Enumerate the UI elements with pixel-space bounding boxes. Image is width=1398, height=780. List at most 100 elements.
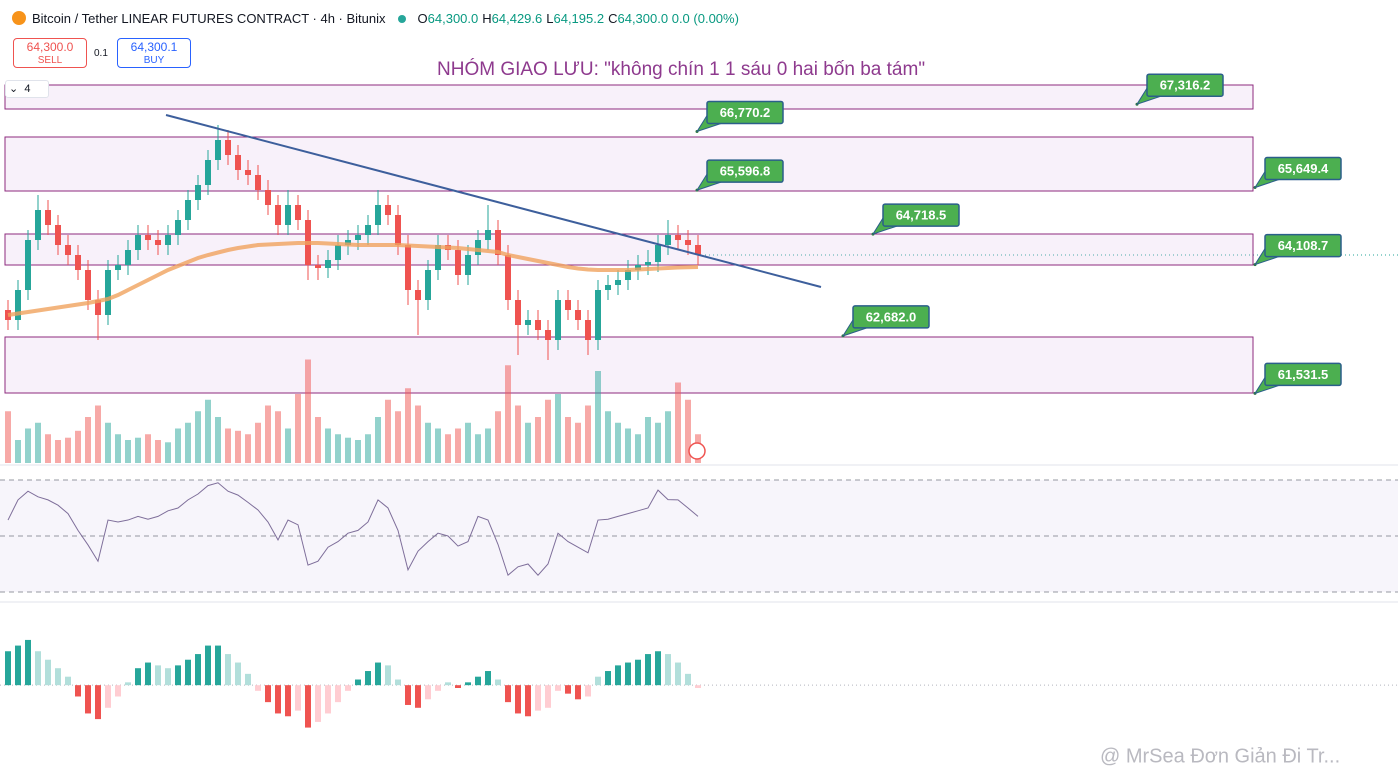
candle-body [45, 210, 51, 225]
label-box [882, 203, 960, 227]
volume-bar [15, 440, 21, 463]
macd-bar [165, 668, 171, 686]
sell-button[interactable]: 64,300.0 SELL [13, 38, 87, 68]
ohlc-value: 64,429.6 [491, 11, 543, 26]
volume-bar [545, 399, 551, 463]
candle-body [375, 205, 381, 225]
zone [4, 233, 1254, 266]
annotation: NHÓM GIAO LƯU: "không chín 1 1 sáu 0 hai… [437, 58, 925, 80]
volume-bar [235, 430, 241, 463]
trendline [165, 114, 822, 288]
volume-bar [185, 422, 191, 463]
candle-body [495, 230, 501, 255]
volume-bar [65, 437, 71, 463]
candle-body [235, 155, 241, 170]
candle-body [15, 290, 21, 320]
macd-bar [105, 685, 111, 708]
macd-bar [395, 679, 401, 686]
candle-body [605, 285, 611, 290]
label-box [1264, 233, 1342, 258]
macd-bar [385, 665, 391, 686]
rsi-line [7, 482, 699, 577]
volume-bar [365, 434, 371, 463]
volume-bar [105, 422, 111, 463]
candle-body [355, 235, 361, 240]
macd-bar [645, 654, 651, 686]
macd-bar [605, 671, 611, 686]
candle-body [25, 240, 31, 290]
zone [4, 136, 1254, 192]
macd-bar [475, 676, 481, 686]
indicator-toggle[interactable]: ⌄ 4 [5, 80, 49, 98]
volume-bar [375, 417, 381, 463]
price-label: 65,649.4 [1278, 161, 1329, 176]
volume-bar [425, 422, 431, 463]
candle-body [425, 270, 431, 300]
coin-icon [12, 11, 26, 25]
volume-bar [495, 411, 501, 463]
price-label: 61,531.5 [1278, 367, 1329, 382]
volume-bar [195, 411, 201, 463]
candle-body [685, 240, 691, 245]
macd-bar [175, 665, 181, 686]
price-label: 62,682.0 [866, 309, 917, 324]
volume-bar [75, 430, 81, 463]
quantity: 0.1 [94, 48, 108, 59]
macd-bar [155, 665, 161, 686]
macd-bar [25, 639, 31, 686]
volume-bar [525, 422, 531, 463]
macd-bar [275, 685, 281, 714]
zone [4, 84, 1254, 110]
macd-bar [225, 654, 231, 686]
volume-bar [175, 428, 181, 463]
candle-body [205, 160, 211, 185]
candle-body [405, 245, 411, 290]
ohlc-key: H [482, 11, 492, 26]
candle-body [185, 200, 191, 220]
macd-bar [515, 685, 521, 714]
change: 0.0 (0.00%) [671, 11, 739, 26]
candle-body [105, 270, 111, 315]
volume-bar [515, 405, 521, 463]
volume-bar [215, 417, 221, 463]
volume-bar [255, 422, 261, 463]
candle-body [585, 320, 591, 340]
volume-bar [225, 428, 231, 463]
buy-label: BUY [143, 55, 165, 66]
macd-bar [305, 685, 311, 728]
watermark: @ MrSea Đơn Giản Đi Tr... [1100, 745, 1340, 767]
volume-bar [645, 417, 651, 463]
macd-bar [335, 685, 341, 703]
volume-bar [45, 434, 51, 463]
volume-bar [555, 394, 561, 463]
volume-bar [125, 440, 131, 463]
macd-bar [505, 685, 511, 703]
volume-bar [145, 434, 151, 463]
volume-bar [315, 417, 321, 463]
label-box [852, 305, 930, 329]
macd-bar [365, 671, 371, 686]
price-label: 65,596.8 [720, 164, 771, 179]
candle-body [365, 225, 371, 235]
macd-bar [435, 685, 441, 691]
macd-bar [315, 685, 321, 722]
buy-button[interactable]: 64,300.1 BUY [117, 38, 191, 68]
volume-bar [405, 388, 411, 463]
macd-bar [265, 685, 271, 703]
volume-bar [345, 437, 351, 463]
candle-body [195, 185, 201, 200]
candle-body [335, 245, 341, 260]
candle-body [385, 205, 391, 215]
label-box [1264, 362, 1342, 387]
ohlc-key: L [546, 11, 554, 26]
candle-body [35, 210, 41, 240]
volume-bar [85, 417, 91, 463]
label-box [1264, 156, 1342, 181]
candle-body [275, 205, 281, 225]
ohlc-value: 64,195.2 [553, 11, 605, 26]
candle-body [565, 300, 571, 310]
volume-bar [445, 434, 451, 463]
volume-bar [165, 442, 171, 463]
macd-bar [615, 665, 621, 686]
